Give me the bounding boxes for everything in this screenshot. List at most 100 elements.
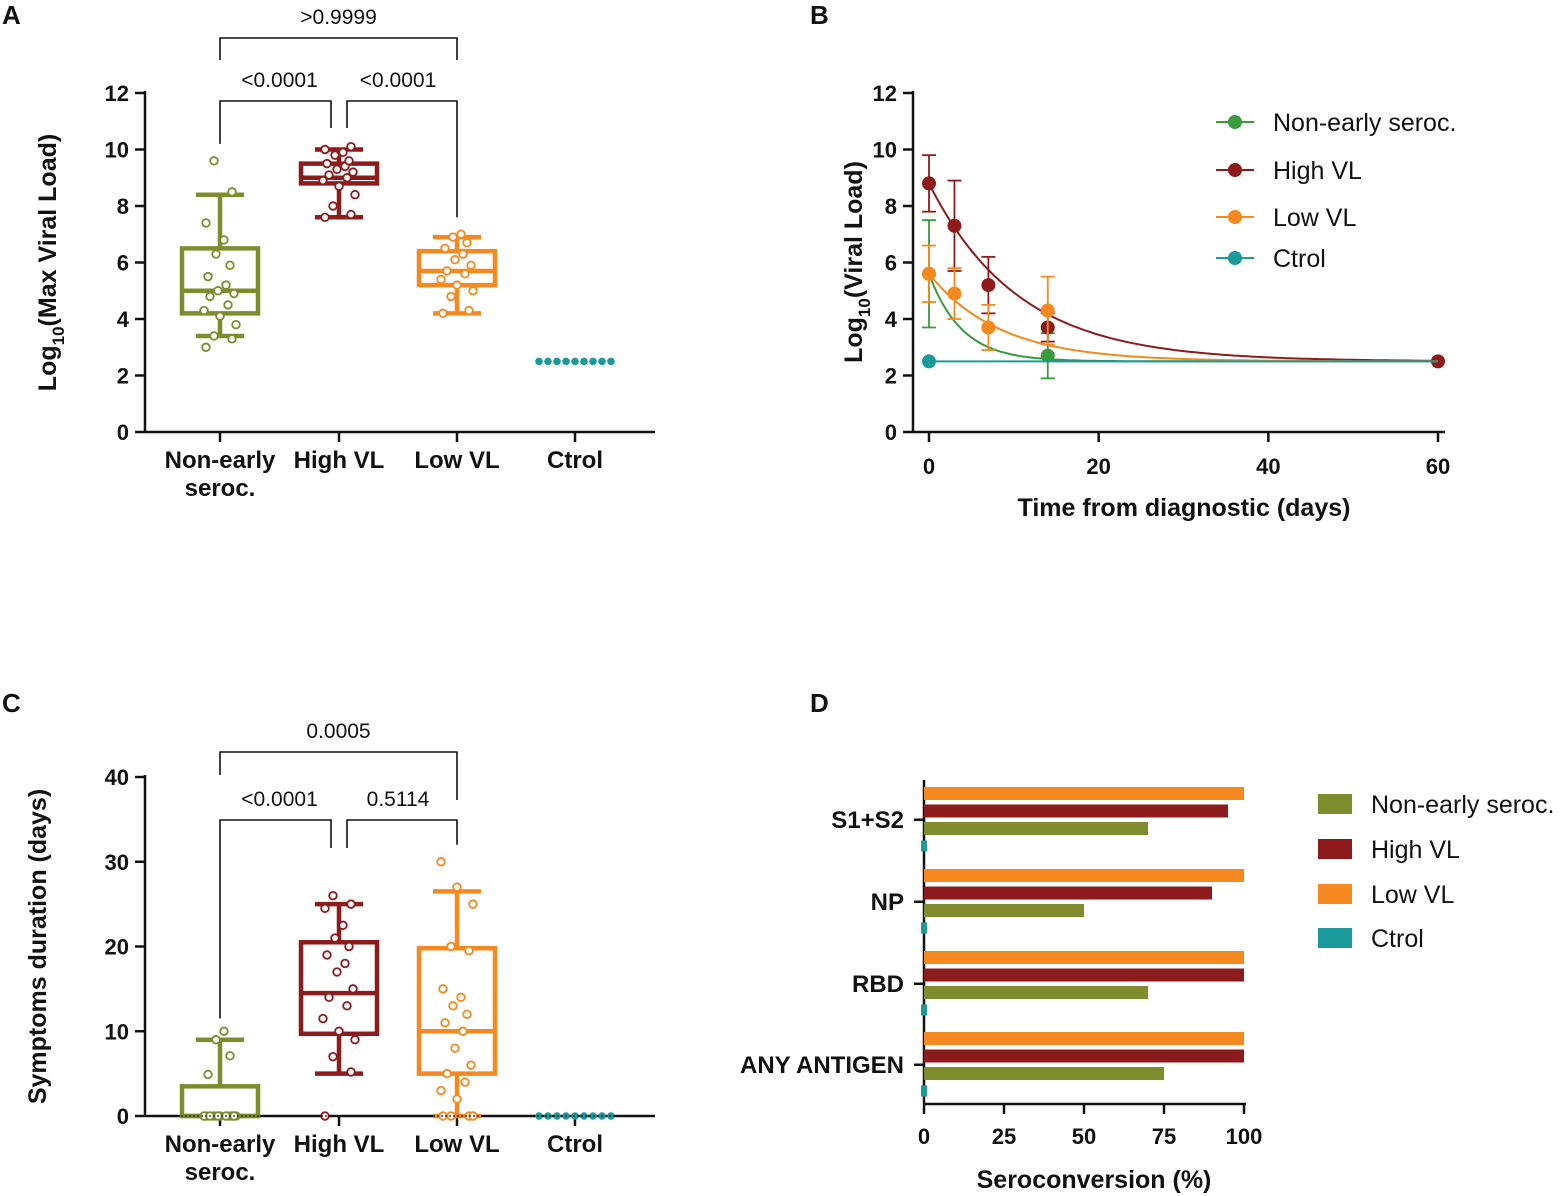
panel-b-line-chart: 0 2 4 6 8 10 12 0 20 40 60 Time from diagnostic (da… — [840, 81, 1456, 522]
x-tick-label: 60 — [1426, 454, 1450, 479]
data-point — [219, 1026, 229, 1036]
data-point — [348, 167, 358, 177]
legend-marker-high-vl — [1228, 163, 1242, 177]
y-tick-label: 4 — [885, 307, 898, 332]
significance-bracket — [219, 100, 332, 144]
data-point — [346, 141, 356, 152]
category-label-non-early-seroc: seroc. — [185, 1159, 256, 1186]
data-point — [318, 175, 328, 186]
data-point — [221, 280, 231, 290]
data-point — [450, 1043, 460, 1053]
y-tick-label: 6 — [117, 251, 129, 276]
data-point — [981, 278, 996, 293]
data-point — [458, 1026, 468, 1036]
data-point — [436, 274, 446, 285]
panel-a-box-plot: 0 2 4 6 8 10 12 Log10(Max Viral Load) Non-earlys… — [34, 6, 655, 502]
category-label-non-early-seroc: seroc. — [185, 475, 256, 502]
data-point — [324, 170, 334, 180]
data-point — [448, 232, 458, 242]
legend-label-low-vl: Low VL — [1273, 204, 1356, 232]
bar-ctrol — [921, 1085, 927, 1097]
data-point — [464, 946, 474, 956]
data-point — [346, 209, 356, 220]
data-point — [947, 286, 962, 301]
category-label-ctrol: Ctrol — [547, 1131, 603, 1158]
data-point — [201, 342, 211, 352]
significance-bracket — [346, 819, 458, 848]
fit-curve — [928, 182, 1438, 362]
legend-marker-low-vl — [1228, 210, 1242, 224]
data-point — [205, 291, 215, 302]
y-tick-label: 6 — [885, 251, 897, 276]
category-label-low-vl: Low VL — [414, 1131, 499, 1158]
data-point — [468, 286, 478, 296]
data-point — [450, 254, 460, 265]
significance-bracket — [219, 751, 458, 800]
y-axis-title: Log10(Viral Load) — [840, 161, 874, 363]
data-point — [438, 984, 448, 994]
data-point — [456, 229, 466, 239]
data-point — [1040, 348, 1055, 363]
data-point — [213, 286, 223, 296]
data-point — [607, 357, 615, 366]
data-point — [544, 357, 552, 366]
data-point — [436, 857, 446, 867]
legend-label-ctrol: Ctrol — [1273, 245, 1326, 273]
data-point — [334, 181, 344, 191]
x-tick-label: 40 — [1256, 454, 1280, 479]
data-point — [462, 1009, 472, 1019]
data-point — [452, 1094, 462, 1104]
legend-swatch-high-vl — [1318, 839, 1352, 859]
significance-bracket — [346, 100, 458, 218]
legend-label-high-vl: High VL — [1273, 157, 1362, 185]
x-tick-label: 50 — [1072, 1124, 1096, 1149]
x-tick-label: 0 — [923, 454, 935, 479]
category-label-high-vl: High VL — [294, 447, 385, 474]
legend-label-ctrol: Ctrol — [1371, 925, 1424, 953]
data-point — [553, 357, 561, 366]
panel-letter-d: D — [810, 688, 829, 718]
bar-high-vl — [924, 886, 1212, 900]
bar-non-early-seroc — [924, 1067, 1164, 1080]
data-point — [458, 249, 468, 259]
data-point — [342, 1001, 352, 1011]
legend-marker-ctrol — [1228, 251, 1242, 265]
x-tick-label: 100 — [1226, 1124, 1263, 1149]
y-tick-label: 2 — [117, 364, 129, 389]
x-tick-label: 75 — [1152, 1124, 1176, 1149]
data-point — [344, 941, 354, 952]
data-point — [330, 150, 340, 160]
data-point — [438, 308, 448, 319]
p-value-label: <0.0001 — [241, 69, 318, 92]
data-point — [318, 1013, 328, 1024]
y-tick-label: 10 — [105, 138, 129, 163]
data-point — [211, 1035, 221, 1045]
significance-bracket — [219, 819, 332, 1019]
legend-swatch-non-early-seroc — [1318, 794, 1352, 814]
series-non-early-seroc — [922, 219, 1438, 380]
y-tick-label: 2 — [885, 364, 897, 389]
data-point — [448, 1001, 458, 1011]
box-low-vl — [416, 229, 498, 319]
bar-high-vl — [924, 804, 1228, 818]
data-point — [225, 1051, 235, 1061]
data-point — [440, 1018, 450, 1028]
data-point — [598, 357, 606, 366]
y-tick-label: 0 — [117, 420, 129, 445]
panel-d-bar-chart: 0 25 50 75 100 Seroconversion (%) S1+S2 NP RBD AN… — [740, 780, 1554, 1194]
y-tick-label: 0 — [885, 420, 897, 445]
y-axis-title: Log10(Max Viral Load) — [34, 134, 68, 391]
box-low-vl — [416, 857, 498, 1121]
data-point — [322, 158, 332, 169]
data-point — [348, 984, 358, 994]
panel-letter-a: A — [2, 0, 21, 30]
bar-ctrol — [921, 840, 927, 852]
bar-non-early-seroc — [924, 904, 1084, 917]
bar-low-vl — [924, 1032, 1244, 1045]
y-axis-title: Symptoms duration (days) — [24, 789, 52, 1104]
data-point — [225, 260, 235, 271]
data-point — [947, 218, 962, 233]
data-point — [330, 933, 340, 943]
data-point — [229, 288, 239, 299]
